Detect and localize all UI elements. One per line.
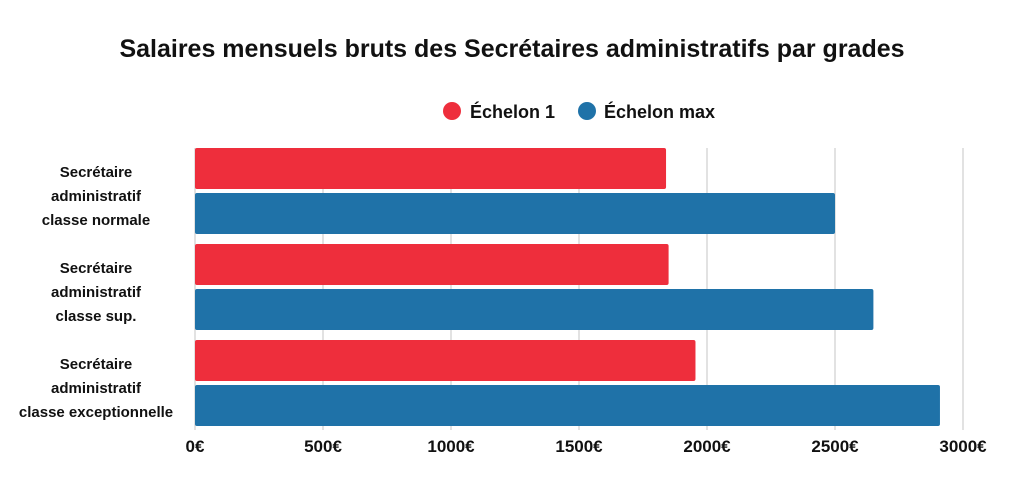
category-label-2-line-1: administratif [51,380,142,397]
bar-echelon-1-0 [195,148,667,189]
category-label-1-line-1: administratif [51,284,142,301]
bar-echelon-max-2 [195,385,940,426]
x-tick-label-4: 2000€ [683,437,731,456]
x-tick-label-5: 2500€ [811,437,859,456]
bar-echelon-1-1 [195,244,669,285]
bar-echelon-max-0 [195,193,835,234]
chart-title: Salaires mensuels bruts des Secrétaires … [119,35,904,63]
category-label-0-line-1: administratif [51,188,142,205]
x-tick-label-1: 500€ [304,437,342,456]
x-axis-ticks: 0€ 500€ 1000€ 1500€ 2000€ 2500€ 3000€ [186,437,988,456]
bar-echelon-max-1 [195,289,874,330]
x-tick-label-6: 3000€ [939,437,987,456]
category-label-0-line-0: Secrétaire [60,164,133,181]
x-tick-label-3: 1500€ [555,437,603,456]
category-label-0-line-2: classe normale [42,212,150,229]
legend: Échelon 1 Échelon max [443,101,715,122]
legend-marker-0 [443,102,461,120]
bars [195,148,940,426]
category-labels: Secrétaire administratif classe normale Sec… [19,164,173,421]
category-label-1-line-0: Secrétaire [60,260,133,277]
legend-label-1: Échelon max [604,101,715,122]
legend-label-0: Échelon 1 [470,101,555,122]
legend-marker-1 [578,102,596,120]
bar-echelon-1-2 [195,340,696,381]
x-tick-label-0: 0€ [186,437,205,456]
category-label-2-line-0: Secrétaire [60,356,133,373]
category-label-2-line-2: classe exceptionnelle [19,404,173,421]
category-label-1-line-2: classe sup. [56,308,137,325]
x-tick-label-2: 1000€ [427,437,475,456]
